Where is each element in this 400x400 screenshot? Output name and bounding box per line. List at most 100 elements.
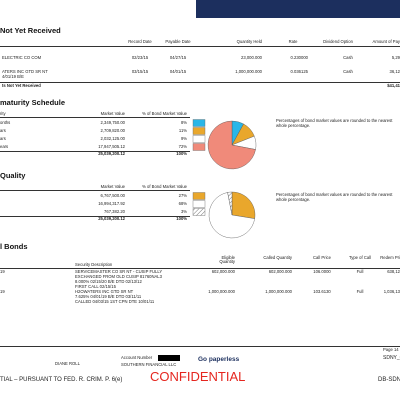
cell: 1,000,000.000 — [265, 289, 292, 294]
cell: 68% — [178, 201, 187, 206]
bates-number: SDNY_G — [383, 355, 400, 361]
description: SERVICEMASTER CO SR NT - CUSIP FULLY — [75, 269, 163, 274]
cell: 27% — [178, 193, 187, 198]
cell: 1,000,000.000 — [235, 69, 262, 74]
legend-swatch — [192, 119, 206, 127]
confidential-stamp: CONFIDENTIAL — [150, 369, 246, 384]
pie-slice — [208, 192, 255, 239]
cell: 602,000.000 — [268, 269, 292, 274]
cell: 5,29 — [391, 55, 400, 60]
section-title: l Bonds — [0, 242, 28, 251]
row-label: ars — [0, 128, 6, 133]
cell: 2,349,750.00 — [100, 120, 125, 125]
cell: 17,947,505.12 — [98, 144, 125, 149]
cell: 6,767,500.00 — [100, 193, 125, 198]
redaction — [158, 355, 180, 361]
rule — [0, 151, 190, 152]
column-header: rity — [0, 111, 6, 116]
rule — [0, 268, 400, 269]
legend-swatch — [192, 192, 206, 200]
column-header: Call Price — [313, 255, 331, 260]
name: DIANE ROLL — [55, 361, 80, 366]
legend-swatch — [192, 208, 206, 216]
page-number: Page 14 — [383, 347, 399, 352]
column-header: Payable Date — [165, 39, 191, 44]
cell: 2,709,820.00 — [100, 128, 125, 133]
column-header: Eligible Quantity — [219, 255, 235, 265]
column-header: Redem Pri — [380, 255, 400, 260]
cell: 1,000,000.000 — [208, 289, 235, 294]
cell: 1,036,13 — [383, 289, 400, 294]
column-header: Record Date — [128, 39, 152, 44]
cell: 16,994,317.92 — [98, 201, 125, 206]
cell: 103.6130 — [313, 289, 331, 294]
description: CALLED 04/03/15 1ST CPN DTE 10/01/11 — [75, 299, 155, 304]
cell: Full — [356, 269, 364, 274]
cell: 23,000.000 — [241, 55, 262, 60]
account-label: Account Number — [121, 355, 153, 360]
section-title: Quality — [0, 171, 26, 180]
total-value: 25,039,200.12 — [98, 151, 125, 156]
cell: 2,032,125.00 — [100, 136, 125, 141]
total-percent: 100% — [176, 216, 187, 221]
cell: 11% — [178, 128, 187, 133]
column-header: Rate — [288, 39, 298, 44]
column-header: % of Bond Market Value — [142, 111, 187, 116]
cell: 04/27/15 — [169, 55, 187, 60]
column-header: Market Value — [100, 184, 125, 189]
legend-swatch — [192, 135, 206, 143]
pie-slice — [207, 120, 256, 170]
cell: 04/01/15 — [169, 69, 187, 74]
cell: 9% — [180, 136, 187, 141]
cell: 03/15/15 — [131, 69, 149, 74]
cell: 602,000.000 — [211, 269, 235, 274]
legend-swatch — [192, 127, 206, 135]
total-value: $41,41 — [387, 83, 400, 88]
row-label: ears — [0, 144, 9, 149]
section-title: maturity Schedule — [0, 98, 66, 107]
note: Percentages of bond market values are ro… — [276, 118, 393, 129]
security-name: ELECTRIC CO COM — [2, 55, 42, 60]
column-header: Amount of Pay — [372, 39, 400, 44]
cell: 8% — [180, 120, 187, 125]
cell: 638,12 — [387, 269, 400, 274]
security-name: ATERS INC GTD SR NT — [2, 69, 48, 74]
company: SOUTHERN FINANCIAL LLC — [121, 362, 177, 367]
description: H2OWATERS INC GTD SR NT — [75, 289, 134, 294]
pie-slice — [227, 191, 233, 216]
cell: 767,382.20 — [104, 209, 125, 214]
paperless-logo: Go paperless — [198, 356, 240, 363]
column-header: Market Value — [100, 111, 125, 116]
description: FIRST CALL 02/15/15 — [75, 284, 116, 289]
cell: Cash — [343, 69, 353, 74]
cell: 106.0000 — [313, 269, 331, 274]
rule — [0, 190, 190, 191]
total-percent: 100% — [176, 151, 187, 156]
cell: 0.230000 — [290, 55, 308, 60]
total-value: 25,039,200.12 — [98, 216, 125, 221]
security-detail: 4/01/19 B/E — [2, 74, 24, 79]
column-header: Security Description — [75, 262, 113, 267]
cell: Cash — [343, 55, 353, 60]
column-header: Dividend Option — [323, 39, 353, 44]
legend-swatch — [192, 200, 206, 208]
column-header: Called Quantity — [263, 255, 292, 260]
description: 7.625% 04/01/19 B/E DTD 03/11/11 — [75, 294, 142, 299]
column-header: Type of Call — [348, 255, 372, 260]
date: 19 — [0, 269, 5, 274]
cell: 0.036125 — [290, 69, 308, 74]
column-header: Quantity Held — [236, 39, 262, 44]
legal-notice: TIAL – PURSUANT TO FED. R. CRIM. P. 6(e) — [0, 377, 123, 383]
rule — [0, 117, 190, 118]
rule — [0, 82, 400, 83]
description: EXCHANGED FROM OLD CUSIP 81760NAL3 — [75, 274, 162, 279]
date: 19 — [0, 289, 5, 294]
rule — [0, 216, 190, 217]
row-label: ars — [0, 136, 6, 141]
bates-number: DB-SDN — [378, 377, 400, 383]
total-label: ts Not Yet Received — [2, 83, 41, 88]
row-label: onths — [0, 120, 11, 125]
description: 8.000% 02/15/20 B/E DTD 02/13/12 — [75, 279, 142, 284]
header-band — [196, 0, 400, 18]
